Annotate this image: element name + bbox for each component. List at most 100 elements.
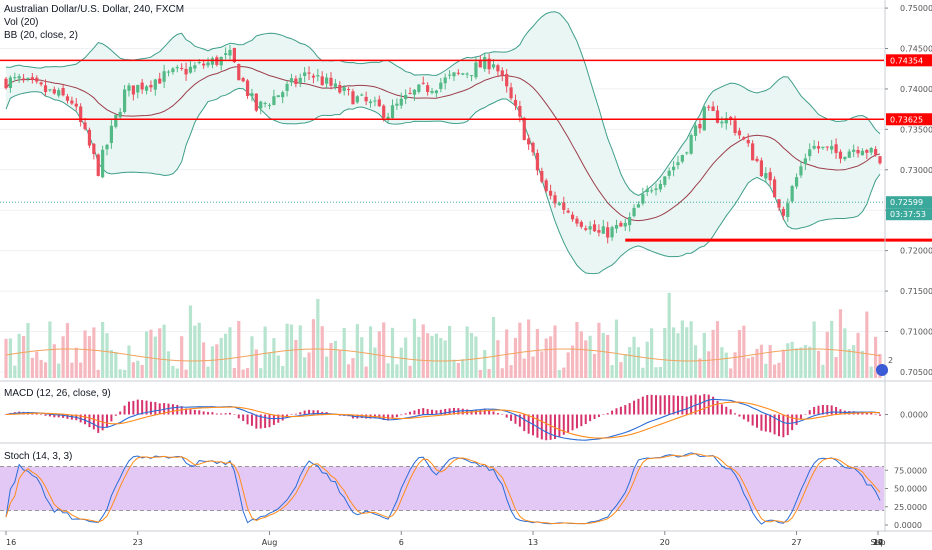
volume-bar bbox=[461, 359, 465, 378]
candle-body bbox=[162, 71, 166, 82]
candle-body bbox=[566, 210, 570, 213]
macd-hist-bar bbox=[193, 409, 196, 415]
candle-body bbox=[570, 214, 575, 220]
volume-bar bbox=[122, 369, 127, 378]
candle-body bbox=[553, 195, 557, 204]
volume-bar bbox=[777, 362, 781, 378]
volume-bar bbox=[65, 323, 70, 378]
macd-hist-bar bbox=[764, 414, 767, 432]
candles bbox=[4, 44, 882, 244]
bar-countdown-label-box bbox=[886, 208, 932, 221]
volume-bar bbox=[592, 353, 597, 378]
candle-body bbox=[610, 227, 614, 238]
candle-body bbox=[83, 122, 87, 130]
candle-body bbox=[346, 89, 351, 91]
macd-hist-bar bbox=[308, 409, 311, 415]
volume-bar bbox=[737, 330, 742, 378]
macd-hist-bar bbox=[422, 408, 425, 415]
volume-bar bbox=[338, 350, 342, 378]
bollinger-upper bbox=[5, 11, 881, 197]
volume-bar bbox=[87, 336, 92, 378]
candle-body bbox=[443, 77, 447, 84]
macd-hist-bar bbox=[518, 414, 521, 427]
candle-body bbox=[289, 78, 294, 83]
macd-hist-bar bbox=[224, 413, 227, 415]
candle-body bbox=[355, 96, 359, 103]
macd-hist-bar bbox=[589, 414, 592, 422]
macd-hist-bar bbox=[830, 405, 833, 415]
macd-hist-bar bbox=[40, 414, 43, 415]
candle-body bbox=[733, 120, 737, 133]
candle-body bbox=[865, 150, 869, 153]
volume-bar bbox=[860, 350, 865, 378]
volume-bar bbox=[724, 352, 728, 378]
time-tick-label: 17 bbox=[873, 538, 883, 547]
volume-bar bbox=[570, 345, 575, 378]
volume-bar bbox=[320, 326, 324, 378]
volume-bar bbox=[825, 331, 829, 378]
candle-body bbox=[557, 203, 561, 206]
candle-body bbox=[707, 106, 711, 108]
candle-body bbox=[320, 76, 324, 86]
candle-body bbox=[667, 170, 671, 176]
macd-hist-bar bbox=[97, 414, 100, 433]
macd-hist-bar bbox=[479, 410, 482, 415]
macd-hist-bar bbox=[734, 413, 737, 415]
macd-hist-bar bbox=[404, 413, 407, 415]
volume-bar bbox=[395, 364, 399, 378]
candle-body bbox=[693, 125, 698, 136]
volume-bar bbox=[351, 358, 355, 378]
macd-hist-bar bbox=[685, 396, 688, 415]
volume-bar bbox=[443, 340, 447, 378]
volume-bar bbox=[26, 322, 30, 378]
macd-hist-bar bbox=[154, 401, 157, 415]
macd-hist-bar bbox=[549, 414, 552, 440]
current-price-label-box bbox=[886, 196, 932, 209]
flag-icon[interactable] bbox=[876, 364, 888, 376]
volume-bar bbox=[794, 348, 799, 378]
volume-bar bbox=[386, 363, 390, 378]
macd-hist-bar bbox=[611, 410, 614, 415]
volume-bar bbox=[667, 292, 671, 378]
candle-body bbox=[122, 89, 127, 113]
macd-hist-bar bbox=[158, 403, 161, 415]
candle-body bbox=[491, 64, 496, 68]
macd-hist-bar bbox=[536, 414, 539, 438]
macd-hist-bar bbox=[633, 400, 636, 415]
volume-bar bbox=[487, 368, 491, 378]
volume-bar bbox=[579, 331, 583, 378]
volume-bar bbox=[202, 342, 206, 378]
macd-hist-bar bbox=[716, 400, 719, 415]
candle-body bbox=[509, 87, 513, 99]
candle-body bbox=[166, 71, 171, 73]
candle-body bbox=[650, 190, 654, 192]
resistance-2-price-label-box bbox=[886, 113, 932, 126]
candle-body bbox=[158, 78, 162, 84]
macd-hist-bar bbox=[110, 414, 113, 422]
volume-bar bbox=[35, 351, 39, 378]
macd-hist-bar bbox=[505, 414, 508, 418]
volume-bar bbox=[663, 328, 667, 378]
macd-hist-bar bbox=[826, 405, 829, 415]
macd-hist-bar bbox=[650, 394, 653, 415]
volume-bar bbox=[193, 325, 197, 378]
candle-body bbox=[461, 73, 465, 75]
volume-bar bbox=[298, 325, 302, 378]
volume-bar bbox=[838, 309, 843, 378]
volume-bar bbox=[518, 322, 522, 378]
macd-hist-bar bbox=[365, 414, 368, 419]
candle-body bbox=[711, 106, 715, 112]
candle-body bbox=[202, 63, 206, 66]
macd-hist-bar bbox=[672, 395, 675, 415]
candle-body bbox=[30, 77, 34, 80]
candle-body bbox=[768, 172, 772, 181]
macd-hist-bar bbox=[242, 414, 245, 421]
time-tick-label: 24 bbox=[873, 538, 883, 547]
volume-bar bbox=[404, 337, 408, 378]
candle-body bbox=[575, 218, 579, 224]
candle-body bbox=[364, 96, 368, 102]
volume-bar bbox=[153, 336, 157, 378]
price-tick-label: 0.72000 bbox=[900, 247, 932, 256]
